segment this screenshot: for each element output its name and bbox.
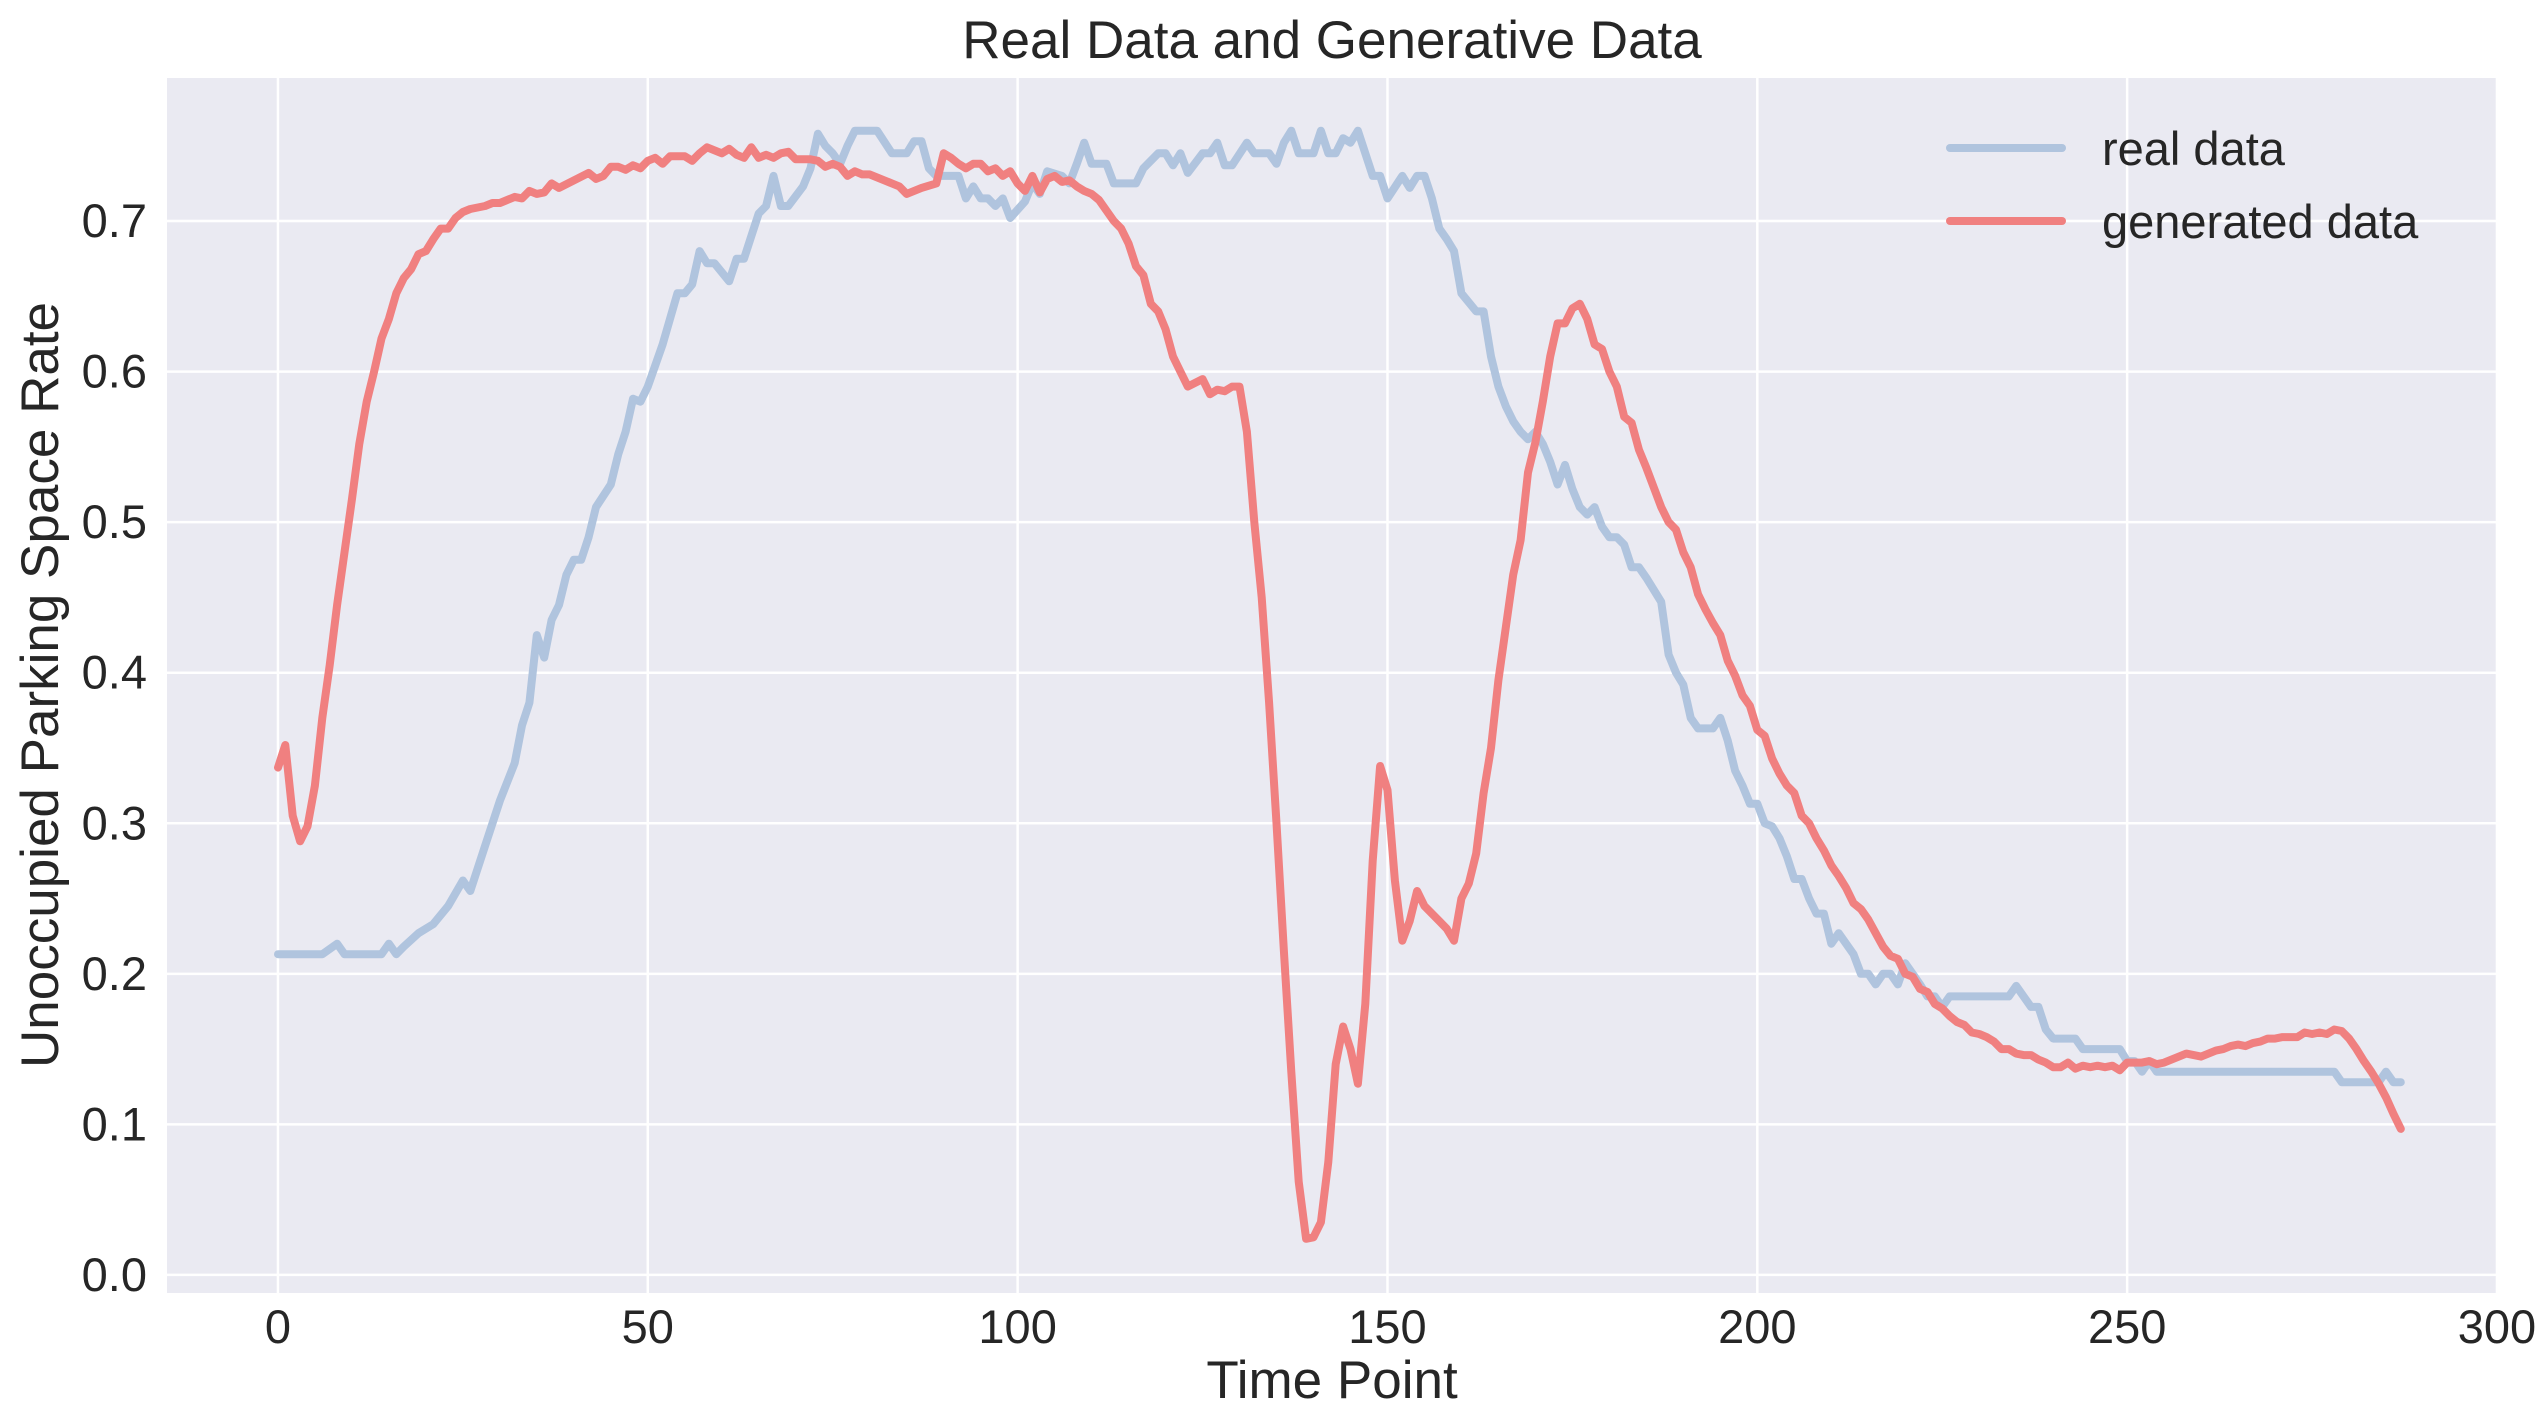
y-tick-label: 0.4 <box>82 646 147 699</box>
y-tick-label: 0.5 <box>82 495 147 548</box>
x-axis-ticks: 0 50 100 150 200 250 300 <box>265 1300 2536 1353</box>
x-tick-label: 300 <box>2458 1300 2536 1353</box>
chart-title: Real Data and Generative Data <box>962 11 1702 70</box>
y-tick-label: 0.2 <box>82 947 147 1000</box>
series-line-real-data <box>274 126 2405 1087</box>
y-tick-label: 0.1 <box>82 1097 147 1150</box>
x-tick-label: 0 <box>265 1300 291 1353</box>
y-tick-label: 0.3 <box>82 796 147 849</box>
x-tick-label: 200 <box>1718 1300 1796 1353</box>
x-tick-label: 150 <box>1348 1300 1426 1353</box>
x-axis-label: Time Point <box>1206 1351 1458 1410</box>
x-tick-label: 50 <box>622 1300 674 1353</box>
y-axis-ticks: 0.0 0.1 0.2 0.3 0.4 0.5 0.6 0.7 <box>82 194 147 1301</box>
y-tick-label: 0.6 <box>82 345 147 398</box>
x-tick-label: 250 <box>2088 1300 2166 1353</box>
x-tick-label: 100 <box>978 1300 1056 1353</box>
series-line-generated-data <box>274 143 2405 1243</box>
grid <box>167 78 2499 1293</box>
series-lines <box>274 126 2405 1243</box>
legend-label-real-data: real data <box>2102 122 2286 175</box>
y-tick-label: 0.7 <box>82 194 147 247</box>
y-axis-label: Unoccupied Parking Space Rate <box>11 302 70 1068</box>
legend-label-generated-data: generated data <box>2102 195 2419 248</box>
legend: real data generated data <box>1946 122 2419 248</box>
y-tick-label: 0.0 <box>82 1248 147 1301</box>
